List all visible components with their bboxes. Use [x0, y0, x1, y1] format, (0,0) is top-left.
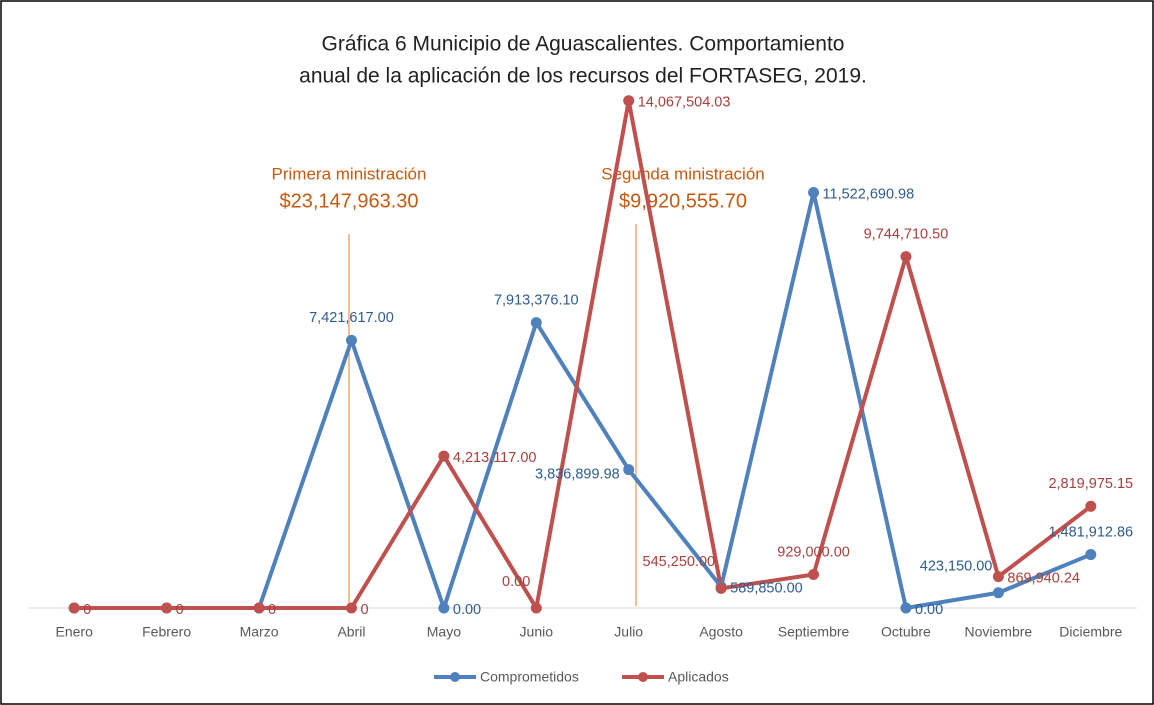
- point: [253, 602, 265, 614]
- legend-marker: [638, 672, 648, 682]
- data-label: 0: [360, 602, 368, 618]
- point: [1085, 549, 1097, 561]
- data-label: 869,940.24: [1007, 570, 1080, 586]
- legend-label: Comprometidos: [480, 669, 579, 685]
- point: [992, 587, 1004, 599]
- data-label: 0.00: [453, 602, 481, 618]
- data-label: 423,150.00: [920, 559, 993, 575]
- x-tick-label: Octubre: [881, 624, 931, 640]
- annotation: Primera ministración: [272, 164, 427, 183]
- data-label: 9,744,710.50: [864, 226, 949, 242]
- x-tick-label: Septiembre: [778, 624, 850, 640]
- point: [715, 582, 727, 594]
- point: [1085, 500, 1097, 512]
- data-label: 0: [176, 602, 184, 618]
- data-label: 0.00: [502, 574, 530, 590]
- x-tick-label: Noviembre: [965, 624, 1033, 640]
- annotation-amount: $9,920,555.70: [619, 190, 747, 212]
- x-tick-label: Enero: [56, 624, 94, 640]
- chart-title: Gráfica 6 Municipio de Aguascalientes. C…: [322, 33, 845, 56]
- data-label: 4,213,117.00: [453, 450, 537, 466]
- point: [161, 602, 173, 614]
- point: [992, 571, 1004, 583]
- legend-label: Aplicados: [668, 669, 729, 685]
- point: [530, 602, 542, 614]
- point: [900, 602, 912, 614]
- data-label: 7,913,376.10: [494, 292, 579, 308]
- data-label: 0.00: [915, 602, 943, 618]
- x-tick-label: Julio: [614, 624, 643, 640]
- point: [900, 251, 912, 263]
- x-tick-label: Febrero: [142, 624, 191, 640]
- data-label: 929,000.00: [777, 544, 850, 560]
- point: [438, 602, 450, 614]
- point: [808, 186, 820, 198]
- series-line: [74, 98, 1093, 610]
- point: [345, 334, 357, 346]
- legend-marker: [450, 672, 460, 682]
- point: [623, 464, 635, 476]
- x-tick-label: Diciembre: [1059, 624, 1122, 640]
- x-tick-label: Marzo: [240, 624, 279, 640]
- chart-title: anual de la aplicación de los recursos d…: [299, 65, 867, 88]
- x-tick-label: Junio: [520, 624, 554, 640]
- data-label: 3,836,899.98: [535, 466, 620, 482]
- data-label: 1,481,912.86: [1048, 524, 1133, 540]
- x-tick-label: Abril: [337, 624, 365, 640]
- data-label: 2,819,975.15: [1048, 476, 1133, 492]
- point: [345, 602, 357, 614]
- x-tick-label: Mayo: [427, 624, 461, 640]
- annotation-amount: $23,147,963.30: [279, 190, 418, 212]
- data-label: 0: [268, 602, 276, 618]
- x-tick-label: Agosto: [699, 624, 743, 640]
- point: [808, 568, 820, 580]
- point: [623, 95, 635, 107]
- data-label: 545,250.00: [643, 554, 716, 570]
- point: [68, 602, 80, 614]
- data-label: 0: [83, 602, 91, 618]
- point: [438, 450, 450, 462]
- annotation: Segunda ministración: [601, 164, 764, 183]
- data-label: 11,522,690.98: [823, 186, 915, 202]
- data-label: 589,850.00: [730, 581, 803, 597]
- data-label: 7,421,617.00: [309, 310, 394, 326]
- point: [530, 317, 542, 329]
- data-label: 14,067,504.03: [638, 95, 731, 111]
